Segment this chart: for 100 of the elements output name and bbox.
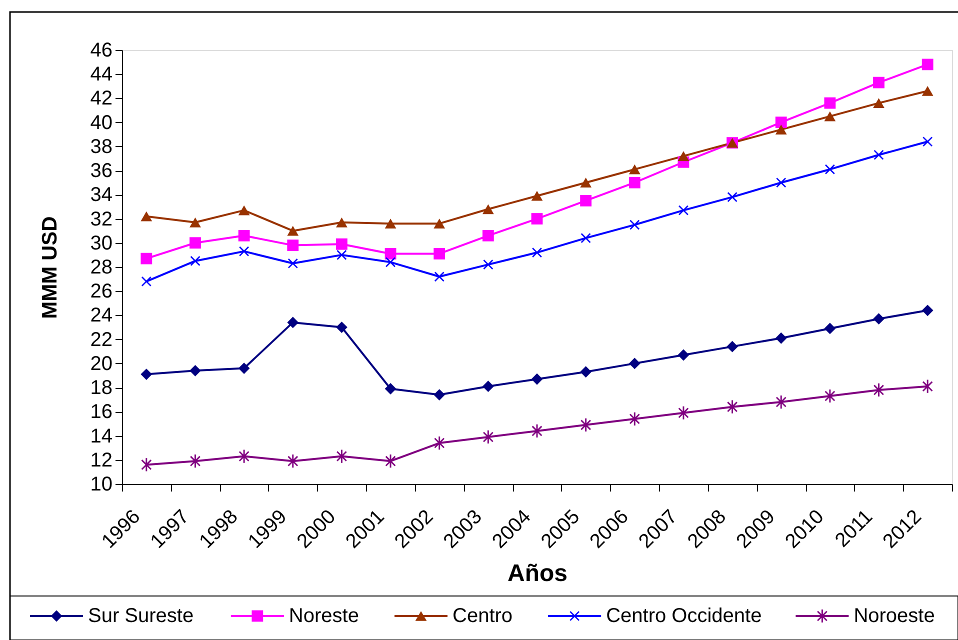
point xyxy=(287,316,299,328)
y-tick-label: 22 xyxy=(90,328,112,351)
point xyxy=(678,406,689,420)
x-axis-title: Años xyxy=(508,560,568,588)
point xyxy=(531,373,543,385)
point xyxy=(628,176,640,188)
point xyxy=(434,272,444,282)
point xyxy=(288,258,298,268)
point xyxy=(580,178,592,188)
point xyxy=(190,217,201,228)
point xyxy=(434,248,446,260)
point xyxy=(874,150,884,160)
point xyxy=(873,313,884,325)
point xyxy=(238,230,250,242)
point xyxy=(678,349,690,361)
legend-label: Noreste xyxy=(288,605,359,627)
point xyxy=(238,205,250,216)
point xyxy=(483,260,494,270)
legend-label: Centro xyxy=(452,605,513,627)
point xyxy=(482,380,494,392)
point xyxy=(384,383,396,394)
point xyxy=(190,364,201,376)
point xyxy=(238,362,250,374)
point xyxy=(140,368,152,380)
point xyxy=(531,190,543,201)
point xyxy=(141,276,152,286)
point xyxy=(140,211,152,222)
y-tick-label: 28 xyxy=(90,256,112,278)
point xyxy=(287,226,299,236)
point xyxy=(287,240,299,251)
point xyxy=(385,454,396,468)
y-tick-label: 26 xyxy=(90,280,112,303)
point xyxy=(238,450,250,463)
point xyxy=(384,248,396,260)
point xyxy=(336,322,348,333)
y-tick-label: 42 xyxy=(90,88,112,110)
point xyxy=(482,230,494,242)
legend-label: Noroeste xyxy=(854,605,935,627)
point xyxy=(824,111,836,122)
point xyxy=(775,332,787,344)
point xyxy=(336,450,347,463)
y-tick-label: 10 xyxy=(90,474,112,496)
point xyxy=(824,389,836,403)
point xyxy=(483,430,494,444)
point xyxy=(482,204,494,214)
point xyxy=(386,257,396,268)
y-tick-label: 30 xyxy=(90,232,112,254)
point xyxy=(874,383,884,397)
point xyxy=(775,124,787,135)
point xyxy=(824,97,836,109)
y-tick-label: 38 xyxy=(90,136,112,158)
y-tick-label: 20 xyxy=(90,352,112,375)
point xyxy=(678,205,688,216)
point xyxy=(873,98,884,108)
y-axis-title: MMM USD xyxy=(38,216,62,319)
point xyxy=(580,233,591,243)
y-tick-label: 16 xyxy=(90,401,112,424)
y-tick-label: 46 xyxy=(90,40,112,62)
point xyxy=(775,116,787,128)
y-tick-label: 40 xyxy=(90,112,112,134)
legend-label: Sur Sureste xyxy=(88,605,194,627)
y-tick-label: 24 xyxy=(90,304,112,327)
point xyxy=(922,58,934,70)
point xyxy=(922,380,933,393)
point xyxy=(922,136,933,147)
point xyxy=(727,192,738,202)
point xyxy=(239,246,249,256)
point xyxy=(190,237,201,249)
point xyxy=(629,412,640,426)
point xyxy=(776,395,786,409)
y-tick-label: 14 xyxy=(90,425,112,448)
point xyxy=(776,178,786,188)
point xyxy=(384,218,396,229)
y-tick-label: 36 xyxy=(90,160,112,182)
point xyxy=(825,164,835,174)
point xyxy=(531,213,543,224)
point xyxy=(628,358,640,370)
y-tick-label: 32 xyxy=(90,208,112,230)
point xyxy=(336,250,347,260)
y-tick-label: 18 xyxy=(90,377,112,400)
point xyxy=(580,194,592,206)
y-tick-label: 34 xyxy=(90,184,112,206)
point xyxy=(288,454,298,468)
y-tick-label: 12 xyxy=(90,449,112,472)
point xyxy=(532,248,542,258)
point xyxy=(922,304,934,316)
point xyxy=(678,151,690,162)
point xyxy=(434,389,446,400)
legend-label: Centro Occidente xyxy=(606,605,762,627)
point xyxy=(727,400,738,414)
point xyxy=(532,424,542,438)
point xyxy=(141,458,152,472)
point xyxy=(336,238,348,250)
point xyxy=(580,366,592,378)
point xyxy=(873,76,884,88)
point xyxy=(630,220,640,230)
point xyxy=(190,454,200,468)
point xyxy=(726,340,738,352)
point xyxy=(434,218,446,229)
point xyxy=(628,164,640,174)
